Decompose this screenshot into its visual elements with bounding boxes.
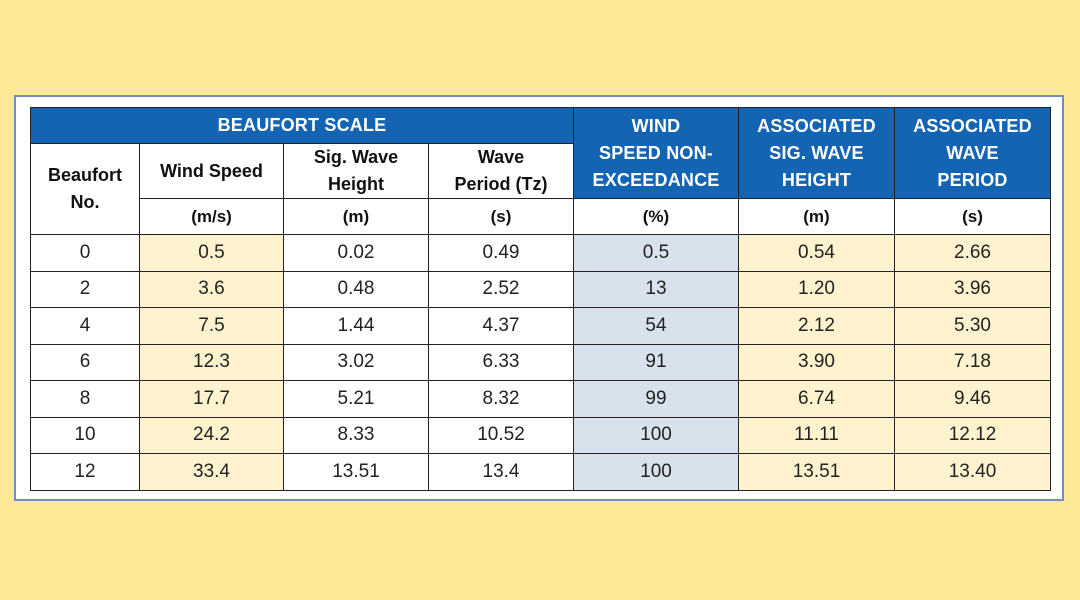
header-line: SIG. WAVE — [769, 142, 864, 163]
cell-beaufort-no: 6 — [30, 343, 140, 381]
cell-wind-speed: 7.5 — [139, 307, 284, 345]
table-row: 10 24.2 8.33 10.52 100 11.11 12.12 — [30, 416, 1051, 454]
cell-assoc-period: 12.12 — [894, 416, 1051, 454]
cell-assoc-height: 2.12 — [738, 307, 895, 345]
cell-assoc-height: 3.90 — [738, 343, 895, 381]
header-line: Height — [328, 174, 384, 194]
cell-wave-height: 0.02 — [283, 234, 429, 272]
cell-wave-period: 6.33 — [428, 343, 574, 381]
unit-wave-height: (m) — [283, 198, 429, 235]
cell-non-exceedance: 54 — [573, 307, 739, 345]
col-header-non-exceedance: WIND SPEED NON- EXCEEDANCE — [573, 107, 739, 199]
cell-assoc-height: 1.20 — [738, 270, 895, 308]
cell-wave-period: 8.32 — [428, 380, 574, 418]
cell-wave-period: 0.49 — [428, 234, 574, 272]
header-line: Beaufort — [47, 165, 122, 185]
unit-assoc-period: (s) — [894, 198, 1051, 235]
col-header-assoc-period: ASSOCIATED WAVE PERIOD — [894, 107, 1051, 199]
cell-wave-height: 0.48 — [283, 270, 429, 308]
col-header-assoc-height: ASSOCIATED SIG. WAVE HEIGHT — [738, 107, 895, 199]
col-header-beaufort: Beaufort No. — [30, 143, 140, 235]
cell-wave-period: 10.52 — [428, 416, 574, 454]
col-header-wind-speed: Wind Speed — [139, 143, 284, 199]
cell-assoc-height: 11.11 — [738, 416, 895, 454]
cell-non-exceedance: 91 — [573, 343, 739, 381]
table-row: 6 12.3 3.02 6.33 91 3.90 7.18 — [30, 343, 1051, 381]
cell-beaufort-no: 4 — [30, 307, 140, 345]
beaufort-table: BEAUFORT SCALE WIND SPEED NON- EXCEEDANC… — [30, 107, 1051, 491]
cell-beaufort-no: 8 — [30, 380, 140, 418]
table-row: 12 33.4 13.51 13.4 100 13.51 13.40 — [30, 453, 1051, 491]
header-line: Sig. Wave — [313, 147, 399, 167]
unit-non-exceedance: (%) — [573, 198, 739, 235]
header-line: No. — [70, 192, 100, 212]
cell-assoc-height: 0.54 — [738, 234, 895, 272]
cell-wind-speed: 33.4 — [139, 453, 284, 491]
cell-assoc-height: 13.51 — [738, 453, 895, 491]
cell-non-exceedance: 99 — [573, 380, 739, 418]
cell-assoc-period: 5.30 — [894, 307, 1051, 345]
cell-wave-height: 3.02 — [283, 343, 429, 381]
cell-beaufort-no: 2 — [30, 270, 140, 308]
table-row: 2 3.6 0.48 2.52 13 1.20 3.96 — [30, 270, 1051, 308]
cell-wind-speed: 17.7 — [139, 380, 284, 418]
unit-wave-period: (s) — [428, 198, 574, 235]
unit-wind-speed: (m/s) — [139, 198, 284, 235]
beaufort-scale-header: BEAUFORT SCALE — [30, 107, 574, 144]
cell-non-exceedance: 100 — [573, 453, 739, 491]
cell-non-exceedance: 100 — [573, 416, 739, 454]
cell-assoc-period: 13.40 — [894, 453, 1051, 491]
table-row: 4 7.5 1.44 4.37 54 2.12 5.30 — [30, 307, 1051, 345]
header-line: ASSOCIATED — [757, 115, 876, 136]
cell-wind-speed: 24.2 — [139, 416, 284, 454]
cell-wave-period: 4.37 — [428, 307, 574, 345]
cell-wave-height: 13.51 — [283, 453, 429, 491]
cell-wave-height: 1.44 — [283, 307, 429, 345]
unit-assoc-height: (m) — [738, 198, 895, 235]
cell-wave-height: 8.33 — [283, 416, 429, 454]
header-line: EXCEEDANCE — [592, 169, 720, 190]
cell-wave-period: 2.52 — [428, 270, 574, 308]
header-line: WIND — [631, 115, 681, 136]
cell-wave-period: 13.4 — [428, 453, 574, 491]
header-line: Period (Tz) — [454, 174, 548, 194]
cell-wind-speed: 0.5 — [139, 234, 284, 272]
col-header-wave-period: Wave Period (Tz) — [428, 143, 574, 199]
cell-non-exceedance: 13 — [573, 270, 739, 308]
cell-assoc-period: 7.18 — [894, 343, 1051, 381]
cell-beaufort-no: 12 — [30, 453, 140, 491]
header-line: HEIGHT — [781, 169, 852, 190]
cell-assoc-period: 9.46 — [894, 380, 1051, 418]
cell-wave-height: 5.21 — [283, 380, 429, 418]
cell-wind-speed: 3.6 — [139, 270, 284, 308]
cell-assoc-period: 2.66 — [894, 234, 1051, 272]
cell-beaufort-no: 10 — [30, 416, 140, 454]
table-body: 0 0.5 0.02 0.49 0.5 0.54 2.66 2 3.6 0.48 2.52 13 1.2… — [30, 234, 1051, 491]
table-row: 8 17.7 5.21 8.32 99 6.74 9.46 — [30, 380, 1051, 418]
header-line: WAVE — [946, 142, 999, 163]
col-header-wave-height: Sig. Wave Height — [283, 143, 429, 199]
cell-non-exceedance: 0.5 — [573, 234, 739, 272]
table-frame: BEAUFORT SCALE WIND SPEED NON- EXCEEDANC… — [14, 95, 1064, 501]
cell-beaufort-no: 0 — [30, 234, 140, 272]
header-line: PERIOD — [937, 169, 1008, 190]
header-line: Wave — [477, 147, 525, 167]
cell-assoc-period: 3.96 — [894, 270, 1051, 308]
header-line: ASSOCIATED — [913, 115, 1032, 136]
header-line: SPEED NON- — [598, 142, 714, 163]
cell-assoc-height: 6.74 — [738, 380, 895, 418]
table-row: 0 0.5 0.02 0.49 0.5 0.54 2.66 — [30, 234, 1051, 272]
cell-wind-speed: 12.3 — [139, 343, 284, 381]
